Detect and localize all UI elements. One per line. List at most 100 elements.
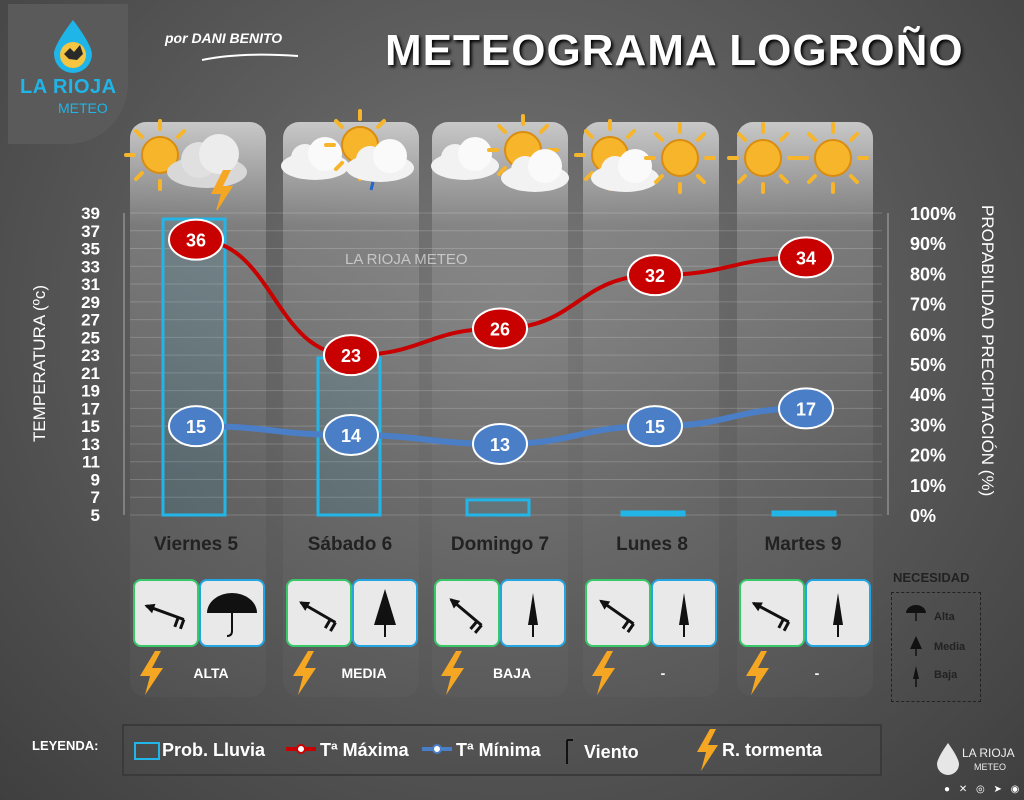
lightning-icon [743, 650, 771, 701]
umbrella-icon [207, 593, 257, 637]
umbrella-icon [528, 593, 538, 637]
y2-tick-label: 20% [910, 446, 946, 466]
lightning-icon [697, 729, 718, 771]
wind-direction-box [286, 579, 352, 647]
min-temp-point [472, 422, 528, 465]
umbrella-icon [679, 593, 689, 637]
brand-name: LA RIOJA [20, 76, 117, 98]
y-tick-label: 31 [81, 275, 100, 294]
wind-direction-box [585, 579, 651, 647]
day-label: Sábado 6 [307, 534, 393, 555]
y2-tick-label: 40% [910, 385, 946, 405]
y-tick-label: 35 [81, 240, 100, 259]
day-label: Martes 9 [764, 534, 842, 555]
max-temp-point [472, 307, 528, 350]
min-temp-point [323, 414, 379, 457]
rain-prob-swatch [134, 742, 160, 760]
y-tick-label: 19 [81, 382, 100, 401]
lightning-icon [290, 650, 318, 701]
umbrella-need-label: ALTA [193, 665, 229, 681]
legend-prob: Prob. Lluvia [162, 740, 266, 760]
wind-arrow-icon [599, 599, 635, 633]
umbrella-need-label: - [814, 665, 820, 681]
brand-sub: METEO [58, 100, 108, 116]
day-label: Domingo 7 [450, 534, 550, 555]
wind-arrow-icon [449, 598, 483, 634]
min-temp-label: 14 [341, 426, 361, 446]
social-icons[interactable]: ● ✕ ◎ ➤ ◉ [944, 784, 1023, 795]
wind-arrow-icon [751, 601, 791, 632]
min-temp-point [778, 387, 834, 430]
legend-storm: R. tormenta [722, 740, 823, 760]
min-temp-swatch [422, 744, 452, 754]
min-temp-label: 15 [645, 417, 665, 437]
y-tick-label: 5 [91, 506, 100, 525]
meteogram-chart: 393735333129272523211917151311975100%90%… [81, 204, 956, 526]
y2-tick-label: 30% [910, 415, 946, 435]
brand-logo: LA RIOJA METEO [8, 4, 128, 144]
water-drop-icon [54, 20, 92, 73]
y2-tick-label: 0% [910, 506, 936, 526]
umbrella-icon [374, 589, 396, 637]
min-temp-point [627, 405, 683, 448]
max-temp-point [323, 334, 379, 377]
y-tick-label: 13 [81, 435, 100, 454]
y2-tick-label: 90% [910, 234, 946, 254]
sun-thunderstorm-icon [124, 119, 247, 210]
wind-arrow-icon [299, 601, 337, 632]
wind-direction-box [739, 579, 805, 647]
footer-brand-sub: METEO [974, 762, 1007, 772]
rain-bar [161, 217, 227, 517]
weather-icons-row [124, 109, 869, 210]
day-label: Lunes 8 [616, 534, 688, 555]
y-tick-label: 37 [81, 222, 100, 241]
umbrella-box [199, 579, 265, 647]
author-byline: por DANI BENITO [165, 30, 283, 46]
max-temp-label: 36 [186, 231, 206, 251]
y-tick-label: 23 [81, 346, 100, 365]
need-key-baja: Baja [934, 669, 958, 681]
y-tick-label: 29 [81, 293, 100, 312]
need-key: Alta Media Baja [891, 592, 981, 702]
umbrella-box [805, 579, 871, 647]
min-temp-label: 15 [186, 417, 206, 437]
lightning-icon [137, 650, 165, 701]
watermark-text: LA RIOJA METEO [345, 251, 468, 268]
need-key-media: Media [934, 641, 966, 653]
y2-tick-label: 80% [910, 264, 946, 284]
legend-max: Tª Máxima [320, 740, 409, 760]
min-temp-label: 13 [490, 435, 510, 455]
legend: Prob. Lluvia Tª Máxima Tª Mínima Viento … [122, 724, 882, 776]
wind-arrow-icon [566, 739, 573, 764]
y-tick-label: 17 [81, 399, 100, 418]
legend-min: Tª Mínima [456, 740, 541, 760]
y-tick-label: 9 [91, 470, 100, 489]
lightning-icon [589, 650, 617, 701]
min-temp-point [168, 405, 224, 448]
page-title: METEOGRAMA LOGROÑO [385, 26, 964, 75]
umbrella-closed-icon [913, 666, 919, 687]
day-label: Viernes 5 [153, 534, 239, 555]
y-tick-label: 11 [82, 453, 100, 472]
y-tick-label: 39 [81, 204, 100, 223]
y2-tick-label: 10% [910, 476, 946, 496]
min-temp-label: 17 [796, 399, 816, 419]
water-drop-icon [937, 743, 959, 775]
max-temp-point [778, 236, 834, 279]
y-tick-label: 7 [91, 488, 100, 507]
max-temp-swatch [286, 744, 316, 754]
signature-underline [201, 53, 299, 61]
umbrella-half-icon [910, 636, 922, 656]
umbrella-box [500, 579, 566, 647]
max-temp-point [168, 218, 224, 261]
y-tick-label: 33 [81, 257, 100, 276]
lightning-icon [438, 650, 466, 701]
rain-bar [771, 510, 837, 517]
cloud-rain-icon [281, 109, 414, 191]
y2-tick-label: 60% [910, 325, 946, 345]
rain-bar [620, 510, 686, 517]
wind-arrow-icon [144, 603, 186, 630]
y-tick-label: 25 [81, 328, 100, 347]
need-key-title: NECESIDAD [893, 570, 970, 585]
y2-tick-label: 100% [910, 204, 956, 224]
